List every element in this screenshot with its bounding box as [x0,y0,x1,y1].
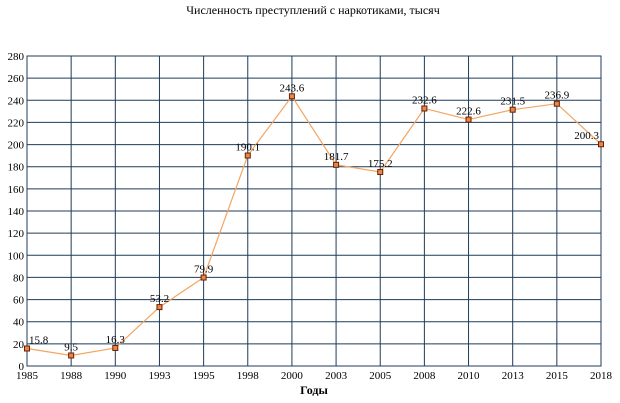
data-label: 236.9 [544,90,569,102]
data-point [553,100,560,107]
data-label: 232.6 [412,94,437,106]
y-tick-label: 0 [19,361,25,373]
y-tick-label: 20 [13,339,25,351]
data-label: 190.1 [235,142,260,154]
x-tick-label: 2013 [502,370,525,382]
data-point [156,304,163,311]
data-label: 16.3 [106,334,126,346]
data-point [377,169,384,176]
data-label: 15.8 [29,335,49,347]
y-tick-label: 40 [13,317,25,329]
data-label: 181.7 [324,151,349,163]
data-label: 9.5 [64,341,78,353]
x-tick-label: 1985 [16,370,39,382]
data-point [333,161,340,168]
x-axis-label: Годы [300,383,328,397]
x-tick-label: 2000 [281,370,304,382]
x-tick-label: 2008 [413,370,436,382]
data-label: 222.6 [456,106,481,118]
data-label: 175.2 [368,158,393,170]
data-point [421,105,428,112]
data-point [68,352,75,359]
x-tick-label: 1993 [148,370,171,382]
y-tick-label: 120 [8,228,25,240]
data-point [112,344,119,351]
plot-area-frame [26,55,602,367]
series-layer [24,93,604,359]
data-label: 53.2 [150,293,169,305]
y-tick-label: 160 [8,184,25,196]
y-tick-label: 240 [8,95,25,107]
x-tick-label: 1990 [104,370,127,382]
y-tick-label: 80 [13,272,25,284]
y-tick-label: 100 [8,250,25,262]
y-tick-label: 60 [13,295,25,307]
x-tick-label: 2005 [369,370,392,382]
data-point [24,345,30,352]
x-tick-label: 2010 [458,370,481,382]
data-label: 231.5 [500,96,525,108]
y-axis-ticks: 0 20 40 60 80 100 120 140 160 180 200 220 240 260 280 [8,51,25,373]
y-tick-label: 200 [8,140,25,152]
x-axis-ticks: 1985 1988 1990 1993 1995 1998 2000 2003 2005 2008… [16,370,613,382]
x-tick-label: 2015 [546,370,569,382]
chart-title: Численность преступлений с наркотиками, … [186,3,440,17]
y-tick-label: 260 [8,73,25,85]
data-point [288,93,295,100]
x-tick-label: 1988 [60,370,83,382]
data-point [465,116,472,123]
data-point [598,141,604,148]
data-label: 243.6 [280,82,305,94]
data-point [244,152,251,159]
x-tick-label: 2003 [325,370,348,382]
data-label: 79.9 [194,264,214,276]
y-tick-label: 220 [8,117,25,129]
x-tick-label: 2018 [590,370,613,382]
y-tick-label: 180 [8,162,25,174]
data-label: 200.3 [574,130,599,142]
y-tick-label: 280 [8,51,25,63]
data-point [509,106,516,113]
data-point [200,274,207,281]
y-tick-label: 140 [8,206,25,218]
series-line [26,95,602,357]
x-tick-label: 1998 [237,370,260,382]
x-tick-label: 1995 [193,370,216,382]
grid [26,55,602,367]
data-labels: 15.8 9.5 16.3 53.2 79.9 190.1 243.6 181.7 175.2 2… [29,82,600,353]
